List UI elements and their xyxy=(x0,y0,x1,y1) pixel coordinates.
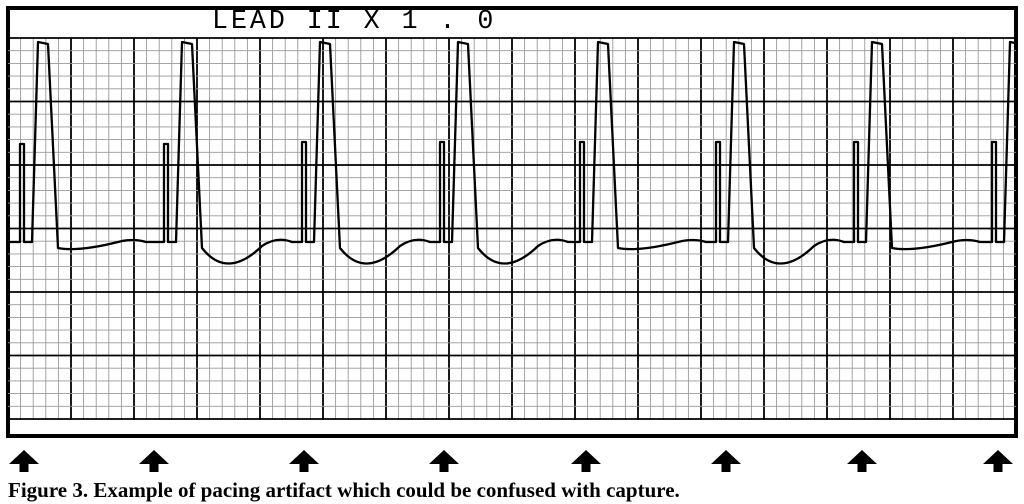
lead-label: LEAD II X 1 . 0 xyxy=(212,6,496,36)
ecg-trace xyxy=(8,42,1024,264)
pacing-arrow-icon xyxy=(429,450,459,472)
pacing-arrow-icon xyxy=(711,450,741,472)
ecg-figure: LEAD II X 1 . 0 xyxy=(0,0,1024,472)
pacing-arrow-icon xyxy=(9,450,39,472)
pacing-arrow-icon xyxy=(139,450,169,472)
pacing-arrow-icon xyxy=(847,450,877,472)
figure-container: LEAD II X 1 . 0 Figure 3. Example of pac… xyxy=(0,0,1024,504)
pacing-arrow-icon xyxy=(289,450,319,472)
figure-caption: Figure 3. Example of pacing artifact whi… xyxy=(8,478,680,503)
pacing-arrow-icon xyxy=(571,450,601,472)
pacing-arrow-icon xyxy=(983,450,1013,472)
